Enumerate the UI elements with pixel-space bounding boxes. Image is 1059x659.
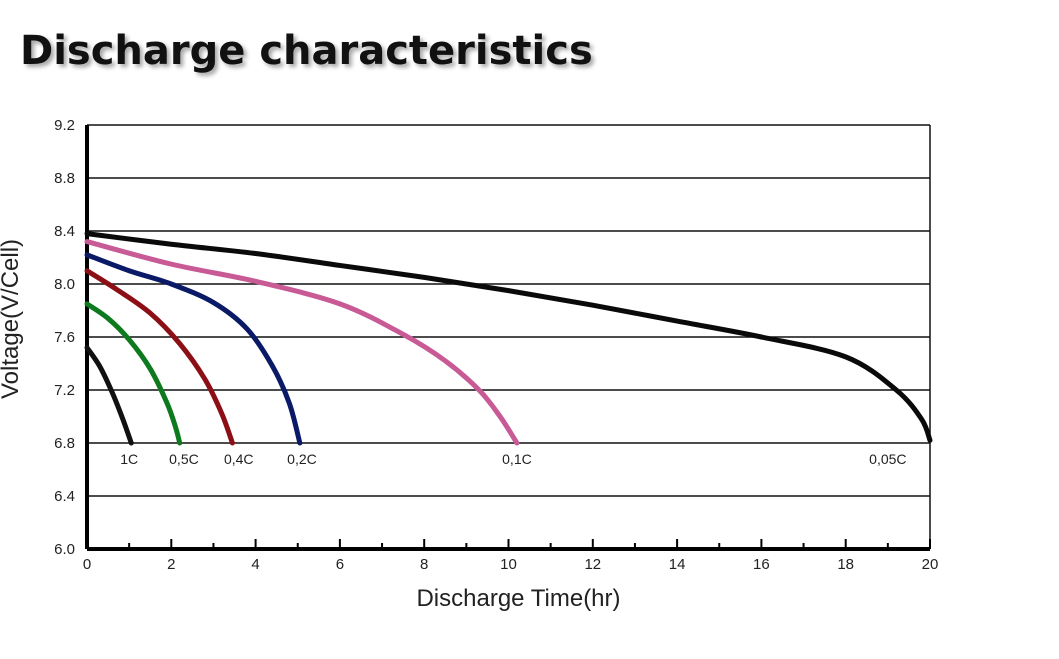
curve-label: 0,2C: [287, 451, 317, 467]
y-tick-label: 8.8: [54, 170, 75, 187]
x-tick-label: 8: [420, 556, 428, 573]
curve-label: 0,1C: [502, 451, 532, 467]
y-axis-label: Voltage(V/Cell): [0, 239, 24, 399]
y-tick-label: 6.4: [54, 488, 75, 505]
x-tick-label: 18: [837, 556, 854, 573]
y-tick-label: 7.6: [54, 329, 75, 346]
x-tick-label: 4: [251, 556, 259, 573]
x-tick-label: 12: [584, 556, 601, 573]
y-tick-label: 6.0: [54, 541, 75, 558]
page-title: Discharge characteristics: [20, 28, 593, 74]
series-line-0-4C: [84, 268, 235, 446]
x-tick-label: 6: [336, 556, 344, 573]
series-line-0-5C: [84, 301, 183, 446]
curve-label: 0,05C: [869, 451, 906, 467]
y-tick-label: 7.2: [54, 382, 75, 399]
series-line-1C: [84, 345, 134, 446]
curve-label: 0,5C: [169, 451, 199, 467]
x-tick-label: 16: [753, 556, 770, 573]
x-axis-label: Discharge Time(hr): [416, 585, 620, 612]
x-tick-label: 0: [83, 556, 91, 573]
x-tick-labels: 0 2 4 6 8 10 12 14 16 18 20: [83, 556, 939, 573]
y-tick-label: 8.0: [54, 276, 75, 293]
series-line-0-1C: [84, 239, 520, 446]
x-tick-label: 14: [669, 556, 686, 573]
y-tick-label: 6.8: [54, 435, 75, 452]
curve-label: 0,4C: [224, 451, 254, 467]
axes: [85, 125, 931, 551]
curve-label: 1C: [120, 451, 138, 467]
series-lines: [84, 231, 933, 446]
y-tick-labels: 6.0 6.4 6.8 7.2 7.6 8.0 8.4 8.8 9.2: [54, 117, 75, 558]
x-tick-label: 2: [167, 556, 175, 573]
x-tick-label: 10: [500, 556, 517, 573]
x-tick-label: 20: [922, 556, 939, 573]
grid-lines: [87, 124, 930, 550]
y-tick-label: 8.4: [54, 223, 75, 240]
series-line-0-2C: [84, 252, 303, 446]
series-line-0-05C: [84, 231, 933, 443]
curve-labels: 1C 0,5C 0,4C 0,2C 0,1C 0,05C: [120, 451, 906, 467]
y-tick-label: 9.2: [54, 117, 75, 134]
